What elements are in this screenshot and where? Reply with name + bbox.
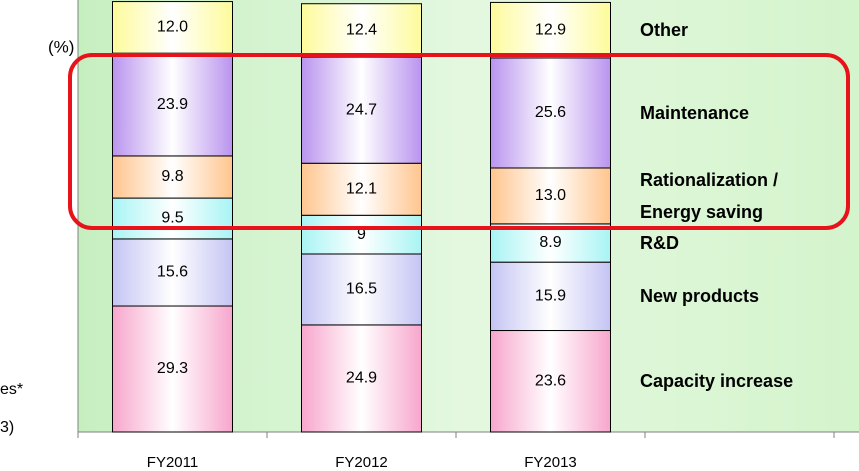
bar-segment bbox=[490, 1, 611, 59]
bar-segment bbox=[301, 253, 422, 326]
data-label: 9.5 bbox=[161, 210, 183, 227]
bar-segment bbox=[490, 167, 611, 225]
bar-segment bbox=[112, 197, 233, 240]
series-label: R&D bbox=[640, 233, 679, 253]
bar-segment bbox=[490, 223, 611, 263]
bar-segment bbox=[301, 214, 422, 255]
data-label: 15.6 bbox=[157, 264, 188, 281]
series-label: Maintenance bbox=[640, 102, 750, 123]
data-label: 15.9 bbox=[535, 288, 566, 305]
bar-segment bbox=[301, 324, 422, 433]
data-label: 9 bbox=[357, 226, 366, 243]
data-label: 12.9 bbox=[535, 21, 566, 38]
x-tick-label: FY2012 bbox=[335, 454, 388, 471]
highlight-box bbox=[68, 53, 850, 230]
series-label: New products bbox=[640, 286, 760, 307]
bar-segment bbox=[490, 261, 611, 332]
data-label: 12.0 bbox=[157, 19, 188, 36]
bar-segment bbox=[112, 238, 233, 307]
annotation: 3) bbox=[0, 419, 14, 436]
data-label: 25.6 bbox=[535, 104, 566, 121]
data-label: 12.4 bbox=[346, 22, 377, 39]
data-label: 24.7 bbox=[346, 101, 377, 118]
x-tick-label: FY2013 bbox=[524, 454, 577, 471]
bar-segment bbox=[112, 52, 233, 157]
series-label: Capacity increase bbox=[640, 371, 794, 392]
bar-segment bbox=[112, 305, 233, 433]
data-label: 8.9 bbox=[539, 234, 561, 251]
bar-segment bbox=[490, 57, 611, 169]
data-label: 24.9 bbox=[346, 370, 377, 387]
data-label: 29.3 bbox=[157, 360, 188, 377]
bar-segment bbox=[301, 162, 422, 216]
bar-segment bbox=[490, 330, 611, 433]
unit-label: (%) bbox=[48, 37, 74, 56]
x-tick-label: FY2011 bbox=[147, 454, 198, 471]
series-label: Rationalization / Energy saving bbox=[640, 169, 779, 222]
bar-segment bbox=[301, 56, 422, 164]
annotation: es* bbox=[0, 381, 23, 398]
data-label: 12.1 bbox=[346, 180, 377, 197]
data-label: 9.8 bbox=[161, 168, 183, 185]
data-label: 16.5 bbox=[346, 281, 377, 298]
bar-segment bbox=[301, 3, 422, 58]
data-label: 23.6 bbox=[535, 372, 566, 389]
data-label: 23.9 bbox=[157, 96, 188, 113]
series-label: Other bbox=[640, 20, 689, 41]
data-label: 13.0 bbox=[535, 187, 566, 204]
